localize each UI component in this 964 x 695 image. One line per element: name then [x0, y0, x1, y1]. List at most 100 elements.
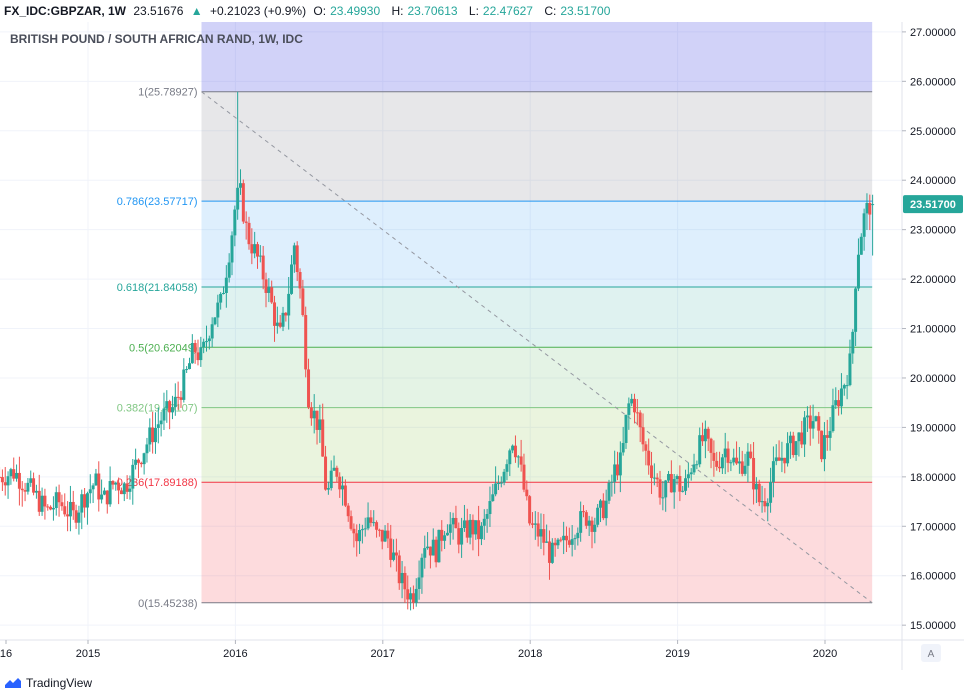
candle-body[interactable] — [292, 245, 296, 265]
candle-body[interactable] — [318, 419, 322, 430]
candle-body[interactable] — [12, 469, 16, 479]
candle-body[interactable] — [332, 467, 336, 471]
candle-body[interactable] — [584, 512, 588, 526]
candle-body[interactable] — [740, 461, 744, 474]
candle-body[interactable] — [230, 235, 234, 263]
candle-body[interactable] — [562, 535, 566, 541]
candle-body[interactable] — [326, 488, 330, 490]
candle-body[interactable] — [193, 343, 197, 353]
candle-body[interactable] — [32, 478, 36, 493]
candle-body[interactable] — [343, 485, 347, 506]
candle-body[interactable] — [267, 287, 271, 293]
candle-body[interactable] — [641, 427, 645, 445]
candle-body[interactable] — [522, 464, 526, 490]
candle-body[interactable] — [848, 353, 852, 386]
candle-body[interactable] — [499, 482, 503, 484]
candle-body[interactable] — [190, 343, 194, 364]
candle-body[interactable] — [431, 539, 435, 556]
fibonacci-retracement[interactable]: 1(25.78927) 0.786(23.57717) 0.618(21.84058… — [117, 22, 873, 610]
candle-body[interactable] — [411, 593, 415, 603]
candle-body[interactable] — [630, 398, 634, 404]
candle-body[interactable] — [468, 519, 472, 538]
candle-body[interactable] — [834, 400, 838, 406]
candle-body[interactable] — [187, 363, 191, 370]
candle-body[interactable] — [667, 474, 671, 481]
candle-body[interactable] — [559, 539, 563, 541]
candle-body[interactable] — [616, 464, 620, 476]
candle-body[interactable] — [352, 528, 356, 534]
candle-body[interactable] — [383, 530, 387, 542]
candle-body[interactable] — [66, 514, 70, 517]
candle-body[interactable] — [788, 435, 792, 444]
last-price-badge[interactable] — [903, 195, 963, 214]
candle-body[interactable] — [414, 588, 418, 603]
candle-body[interactable] — [241, 183, 245, 222]
candle-body[interactable] — [766, 502, 770, 507]
candle-body[interactable] — [542, 529, 546, 543]
candle-body[interactable] — [397, 555, 401, 584]
candle-body[interactable] — [525, 489, 529, 497]
candle-body[interactable] — [553, 542, 557, 546]
candle-body[interactable] — [372, 522, 376, 524]
candle-body[interactable] — [119, 490, 123, 495]
candle-body[interactable] — [669, 474, 673, 493]
candle-body[interactable] — [49, 506, 53, 510]
candle-body[interactable] — [822, 435, 826, 460]
candle-body[interactable] — [74, 510, 78, 523]
candle-body[interactable] — [153, 428, 157, 443]
candle-body[interactable] — [746, 451, 750, 466]
candle-body[interactable] — [777, 457, 781, 461]
candle-body[interactable] — [165, 401, 169, 409]
candle-body[interactable] — [528, 496, 532, 524]
candle-body[interactable] — [377, 529, 381, 531]
candle-body[interactable] — [573, 538, 577, 540]
candle-body[interactable] — [210, 324, 214, 339]
candle-body[interactable] — [46, 506, 50, 508]
candle-body[interactable] — [635, 412, 639, 414]
candle-body[interactable] — [278, 322, 282, 327]
candle-body[interactable] — [105, 490, 109, 505]
candle-body[interactable] — [797, 432, 801, 442]
candle-body[interactable] — [100, 494, 104, 500]
candle-body[interactable] — [363, 528, 367, 530]
candle-body[interactable] — [613, 464, 617, 482]
candle-body[interactable] — [811, 421, 815, 429]
candle-body[interactable] — [513, 445, 517, 458]
candle-body[interactable] — [224, 277, 228, 293]
candle-body[interactable] — [312, 410, 316, 419]
candle-body[interactable] — [726, 448, 730, 463]
candle-body[interactable] — [647, 450, 651, 466]
candle-body[interactable] — [539, 529, 543, 537]
candle-body[interactable] — [862, 213, 866, 237]
candle-body[interactable] — [695, 464, 699, 466]
candle-body[interactable] — [341, 485, 345, 490]
candle-body[interactable] — [139, 462, 143, 465]
candle-body[interactable] — [85, 493, 89, 508]
candle-body[interactable] — [638, 412, 642, 428]
tradingview-logo-icon[interactable] — [4, 676, 22, 690]
candle-body[interactable] — [151, 427, 155, 443]
candle-body[interactable] — [145, 444, 149, 454]
candle-body[interactable] — [854, 288, 858, 332]
candle-body[interactable] — [284, 312, 288, 316]
candle-body[interactable] — [142, 453, 146, 465]
candle-body[interactable] — [718, 466, 722, 469]
candle-body[interactable] — [108, 481, 112, 505]
candle-body[interactable] — [752, 457, 756, 490]
candle-body[interactable] — [111, 481, 115, 485]
candle-body[interactable] — [114, 482, 118, 485]
candle-body[interactable] — [37, 490, 41, 512]
candle-body[interactable] — [366, 517, 370, 529]
candle-body[interactable] — [791, 435, 795, 456]
candle-body[interactable] — [9, 469, 13, 477]
candle-body[interactable] — [871, 204, 875, 206]
candle-body[interactable] — [457, 528, 461, 545]
candle-body[interactable] — [774, 457, 778, 462]
candle-body[interactable] — [547, 541, 551, 563]
candle-body[interactable] — [23, 490, 27, 492]
candle-body[interactable] — [0, 477, 4, 483]
candle-body[interactable] — [423, 548, 427, 558]
candle-body[interactable] — [715, 460, 719, 467]
candle-body[interactable] — [43, 495, 47, 507]
candle-body[interactable] — [494, 483, 498, 495]
